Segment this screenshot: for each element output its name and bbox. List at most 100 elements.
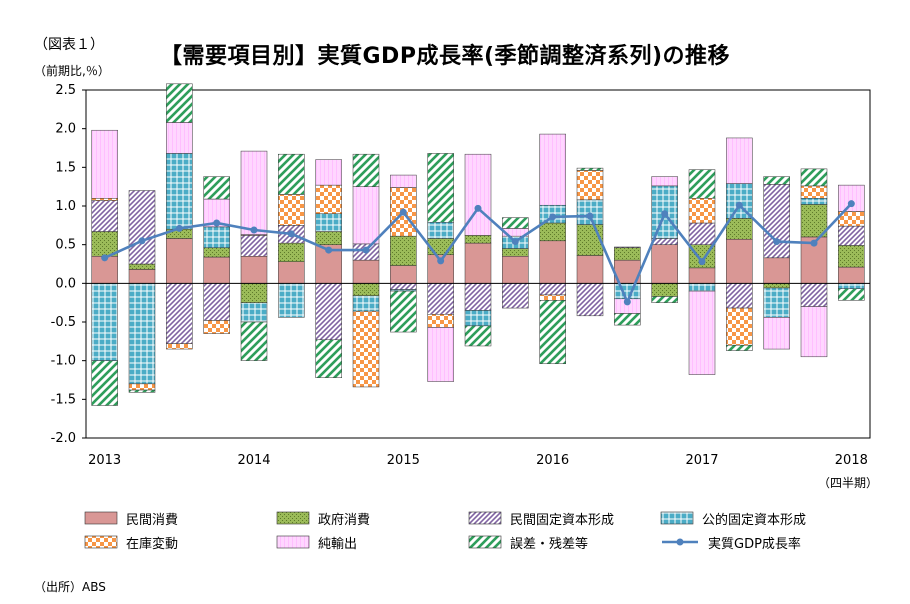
- bar-segment-private_consumption: [688, 267, 716, 284]
- gdp-growth-point: [549, 213, 557, 221]
- bar-segment-discrepancy: [838, 288, 865, 301]
- bar-segment-private_consumption: [763, 257, 790, 284]
- bar-segment-private_fixed_investment: [688, 222, 716, 245]
- bar-segment-public_fixed_investment: [166, 153, 193, 230]
- bar-segment-government_consumption: [128, 263, 156, 270]
- legend-swatch: [468, 511, 502, 525]
- bar-segment-inventory: [91, 198, 118, 201]
- gdp-growth-point: [623, 298, 631, 306]
- bar-segment-net_exports: [651, 176, 678, 187]
- bar-segment-net_exports: [838, 184, 865, 212]
- bar-segment-discrepancy: [352, 153, 380, 187]
- bar-segment-government_consumption: [576, 224, 604, 256]
- bar-segment-net_exports: [726, 137, 753, 184]
- bar-segment-inventory: [688, 198, 716, 224]
- legend-swatch: [84, 511, 118, 525]
- bar-segment-government_consumption: [651, 283, 678, 297]
- gdp-growth-point: [175, 224, 183, 232]
- bar-segment-public_fixed_investment: [352, 295, 380, 312]
- bar-segment-net_exports: [688, 290, 716, 375]
- bar-segment-net_exports: [91, 129, 118, 199]
- gdp-growth-point: [250, 226, 258, 234]
- chart-title: 【需要項目別】実質GDP成長率(季節調整済系列)の推移: [160, 44, 731, 69]
- bar-segment-government_consumption: [278, 242, 305, 262]
- gdp-growth-point: [511, 238, 519, 246]
- legend-item-net_exports: 純輸出: [276, 532, 357, 552]
- bar-segment-public_fixed_investment: [278, 283, 305, 318]
- bar-segment-net_exports: [315, 159, 342, 186]
- bar-segment-public_fixed_investment: [315, 213, 342, 232]
- x-year-label: 2015: [387, 453, 420, 468]
- legend-swatch: [468, 535, 502, 549]
- bar-segment-private_fixed_investment: [91, 200, 118, 232]
- bar-segment-private_consumption: [726, 239, 753, 284]
- bar-segment-public_fixed_investment: [128, 283, 156, 385]
- gdp-growth-point: [661, 210, 669, 218]
- bar-segment-discrepancy: [315, 339, 342, 378]
- bar-segment-discrepancy: [464, 325, 492, 347]
- bar-segment-discrepancy: [128, 389, 156, 393]
- bar-segment-inventory: [315, 184, 342, 214]
- bar-segment-private_fixed_investment: [203, 283, 230, 321]
- bar-segment-discrepancy: [203, 176, 230, 200]
- bar-segment-public_fixed_investment: [576, 199, 604, 225]
- bar-segment-net_exports: [352, 186, 380, 245]
- bar-segment-public_fixed_investment: [91, 283, 118, 361]
- bar-segment-private_consumption: [352, 259, 380, 284]
- bar-segment-government_consumption: [352, 283, 380, 296]
- bar-segment-government_consumption: [203, 247, 230, 258]
- figure-label: （図表１）: [34, 37, 104, 53]
- x-year-label: 2018: [835, 453, 868, 468]
- bar-segment-private_fixed_investment: [614, 246, 641, 249]
- bar-segment-government_consumption: [315, 231, 342, 245]
- bar-segment-private_fixed_investment: [128, 190, 156, 265]
- x-year-label: 2016: [536, 453, 569, 468]
- bar-segment-private_consumption: [390, 265, 417, 284]
- gdp-growth-point: [287, 230, 295, 238]
- bar-segment-inventory: [427, 314, 454, 328]
- bar-segment-net_exports: [240, 150, 268, 235]
- bar-segment-government_consumption: [464, 235, 492, 244]
- bar-segment-government_consumption: [502, 248, 529, 257]
- bar-segment-public_fixed_investment: [800, 198, 828, 205]
- gdp-growth-point: [399, 208, 407, 216]
- bar-segment-government_consumption: [240, 283, 268, 303]
- y-tick-label: -2.0: [51, 431, 76, 446]
- bar-segment-private_consumption: [576, 255, 604, 284]
- x-year-label: 2013: [88, 453, 121, 468]
- bar-segment-net_exports: [800, 306, 828, 358]
- bar-segment-discrepancy: [390, 290, 417, 333]
- gdp-growth-point: [362, 246, 370, 254]
- y-tick-label: -1.5: [51, 392, 76, 407]
- bar-segment-private_consumption: [166, 238, 193, 284]
- bar-segment-private_fixed_investment: [539, 283, 566, 296]
- bar-segment-government_consumption: [726, 218, 753, 240]
- bar-segment-government_consumption: [390, 235, 417, 266]
- y-tick-label: -1.0: [51, 354, 76, 369]
- bar-segment-government_consumption: [91, 231, 118, 257]
- legend-item-gdp_line: 実質GDP成長率: [660, 532, 801, 552]
- gdp-growth-point: [847, 200, 855, 208]
- legend-swatch: [276, 511, 310, 525]
- bar-segment-discrepancy: [539, 300, 566, 365]
- bar-segment-private_fixed_investment: [763, 184, 790, 259]
- bar-segment-private_fixed_investment: [800, 283, 828, 307]
- bar-segment-private_consumption: [651, 244, 678, 284]
- y-tick-label: 0.5: [55, 238, 76, 253]
- bar-segment-government_consumption: [539, 222, 566, 242]
- bar-segment-net_exports: [390, 174, 417, 188]
- gdp-growth-point: [437, 257, 445, 265]
- bar-segment-private_fixed_investment: [240, 235, 268, 257]
- bar-segment-inventory: [166, 343, 193, 350]
- legend-item-private_consumption: 民間消費: [84, 508, 178, 528]
- bar-segment-discrepancy: [763, 176, 790, 185]
- legend-item-government_consumption: 政府消費: [276, 508, 370, 528]
- bar-segment-net_exports: [539, 133, 566, 206]
- legend-item-discrepancy: 誤差・残差等: [468, 532, 588, 552]
- legend-label: 実質GDP成長率: [708, 536, 801, 552]
- legend-label: 在庫変動: [126, 536, 179, 552]
- bar-segment-private_fixed_investment: [390, 283, 417, 290]
- bar-segment-private_fixed_investment: [726, 283, 753, 309]
- legend-label: 誤差・残差等: [510, 536, 589, 552]
- gdp-growth-point: [586, 212, 594, 220]
